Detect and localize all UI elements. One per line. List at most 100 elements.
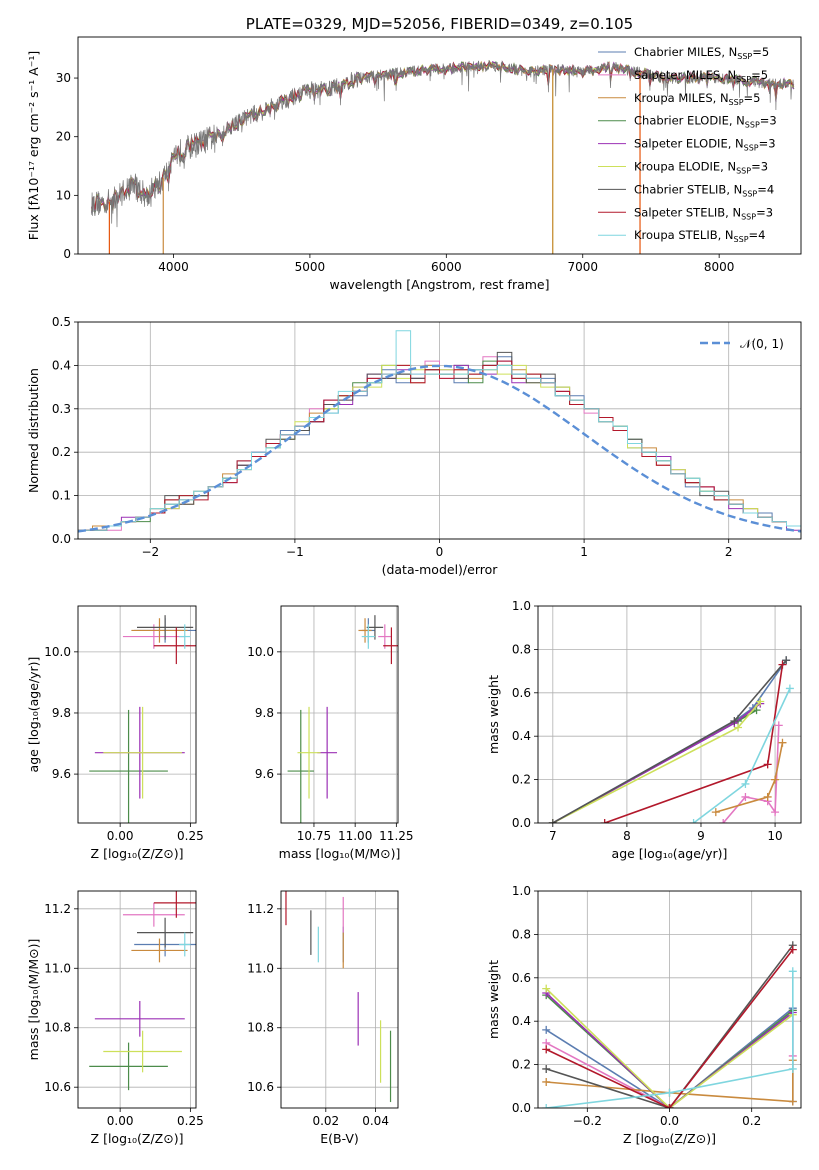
chart-title: PLATE=0329, MJD=52056, FIBERID=0349, z=0… <box>246 15 633 33</box>
y-tick-label: 0.1 <box>52 489 71 503</box>
legend-label: Salpeter STELIB, NSSP=3 <box>634 205 773 221</box>
plot-area-mass_vs_ebv <box>281 891 398 1108</box>
mass-weight-marker <box>763 760 772 769</box>
y-tick-label: 0.6 <box>512 971 531 985</box>
mass-weight-marker <box>711 808 720 817</box>
y-tick-label: 20 <box>56 130 71 144</box>
mass-weight-line <box>715 742 784 813</box>
x-axis-label: Z [log₁₀(Z/Z⊙)] <box>91 1131 184 1146</box>
axes-frame <box>280 605 399 824</box>
mass-weight-marker <box>734 723 743 732</box>
legend-label-main: Chabrier ELODIE, N <box>634 114 745 128</box>
y-tick-label: 9.8 <box>52 706 71 720</box>
x-tick-label: 0.00 <box>107 829 134 843</box>
mass-weight-line <box>546 971 794 1108</box>
mass-weight-marker <box>542 1045 551 1054</box>
panel-mass_vs_ebv: 0.02 0.04 10.6 10.8 11.0 11.2 E(B-V) <box>247 890 399 1146</box>
mass-weight-marker <box>730 717 739 726</box>
x-tick-label: 7 <box>549 829 557 843</box>
mass-weight-marker <box>785 684 794 693</box>
y-tick-label: 0.0 <box>512 816 531 830</box>
y-tick-label: 0.2 <box>512 773 531 787</box>
mass-weight-marker <box>778 738 787 747</box>
y-tick-label: 0.2 <box>52 445 71 459</box>
y-tick-label: 0.5 <box>52 315 71 329</box>
y-tick-label: 10.0 <box>44 645 71 659</box>
legend-label: Kroupa ELODIE, NSSP=3 <box>634 160 768 176</box>
mass-weight-marker <box>689 819 698 823</box>
mass-weight-marker <box>542 1104 551 1108</box>
legend-label-tail: =3 <box>759 137 776 151</box>
axes-frame <box>77 321 802 540</box>
y-tick-label: 0.8 <box>512 927 531 941</box>
legend-label-main: Chabrier MILES, N <box>634 45 737 59</box>
y-tick-label: 11.0 <box>247 961 274 975</box>
axes-frame <box>537 890 802 1109</box>
x-tick-label: 7000 <box>567 260 598 274</box>
y-tick-label: 10.8 <box>44 1021 71 1035</box>
legend-label-tail: =3 <box>760 114 777 128</box>
mass-weight-marker <box>665 1088 674 1097</box>
mass-weight-marker <box>548 819 557 823</box>
panel-residuals: −2 −1 0 1 2 0.0 0.1 0.2 0.3 0.4 0.5 (data-model)/er… <box>26 315 802 577</box>
axes-frame <box>537 605 802 824</box>
mass-weight-line <box>545 944 794 1108</box>
x-axis-label: (data-model)/error <box>382 562 499 577</box>
mass-weight-marker <box>788 945 797 954</box>
panel-age_vs_Z: 0.00 0.25 9.6 9.8 10.0 Z [log₁₀(Z/Z⊙)] age [lo… <box>26 605 204 861</box>
x-axis-label: E(B-V) <box>320 1131 359 1146</box>
y-tick-label: 1.0 <box>512 599 531 613</box>
x-tick-label: 1 <box>580 545 588 559</box>
y-tick-label: 0.0 <box>512 1101 531 1115</box>
y-axis-label: Flux [fλ10⁻¹⁷ erg cm⁻² s⁻¹ A⁻¹] <box>26 51 41 240</box>
legend-label-tail: =5 <box>751 68 768 82</box>
mass-weight-marker <box>771 775 780 784</box>
legend-label-tail: =4 <box>749 228 766 242</box>
y-tick-label: 10 <box>56 188 71 202</box>
mass-weight-marker <box>719 819 728 823</box>
plot-area-mass_weight_age <box>538 606 801 823</box>
mass-weight-marker <box>600 819 609 823</box>
plot-area-age_vs_Z <box>78 606 196 823</box>
y-tick-label: 0.3 <box>52 402 71 416</box>
plot-area-mass_weight_Z <box>538 891 801 1108</box>
y-tick-label: 0.4 <box>52 358 71 372</box>
x-tick-label: 11.00 <box>338 829 372 843</box>
panel-mass_weight_age: 7 8 9 10 0.0 0.2 0.4 0.6 0.8 1.0 age [log₁₀(age/yr… <box>486 599 802 861</box>
legend-label-main: Kroupa ELODIE, N <box>634 160 736 174</box>
y-axis-label: Normed distribution <box>26 368 41 493</box>
x-tick-label: 6000 <box>431 260 462 274</box>
x-tick-label: 0.00 <box>107 1114 134 1128</box>
panel-mass_weight_Z: −0.2 0.0 0.2 0.0 0.2 0.4 0.6 0.8 1.0 Z [log₁₀(Z/Z… <box>486 884 802 1146</box>
legend-label-main: Salpeter MILES, N <box>634 68 736 82</box>
legend-label-tail: =5 <box>744 91 761 105</box>
x-tick-label: −2 <box>141 545 159 559</box>
y-tick-label: 0.8 <box>512 642 531 656</box>
y-axis-label: mass weight <box>486 960 501 1039</box>
legend-label-sub: SSP <box>745 121 760 130</box>
mass-weight-marker <box>542 984 551 993</box>
y-axis-label: mass [log₁₀(M/M⊙)] <box>26 939 41 1061</box>
legend-label-sub: SSP <box>736 75 751 84</box>
x-tick-label: 0.25 <box>177 1114 204 1128</box>
y-tick-label: 0.6 <box>512 686 531 700</box>
x-tick-label: 10 <box>767 829 782 843</box>
x-axis-label: mass [log₁₀(M/M⊙)] <box>279 846 401 861</box>
x-tick-label: 0.02 <box>312 1114 339 1128</box>
legend-label: Kroupa MILES, NSSP=5 <box>634 91 760 107</box>
legend-label-main: Salpeter ELODIE, N <box>634 137 744 151</box>
mass-weight-line <box>545 949 794 1108</box>
mass-weight-marker <box>542 1077 551 1086</box>
y-tick-label: 11.2 <box>44 902 71 916</box>
y-tick-label: 11.2 <box>247 902 274 916</box>
legend-label-main: Kroupa STELIB, N <box>634 228 734 242</box>
y-tick-label: 9.6 <box>52 767 71 781</box>
mass-weight-marker <box>778 660 787 669</box>
legend-label-tail: =4 <box>757 182 774 196</box>
y-tick-label: 0 <box>63 247 71 261</box>
legend-label: Salpeter MILES, NSSP=5 <box>634 68 768 84</box>
legend-label-main: Chabrier STELIB, N <box>634 182 742 196</box>
y-tick-label: 10.0 <box>247 645 274 659</box>
mass-weight-marker <box>756 697 765 706</box>
